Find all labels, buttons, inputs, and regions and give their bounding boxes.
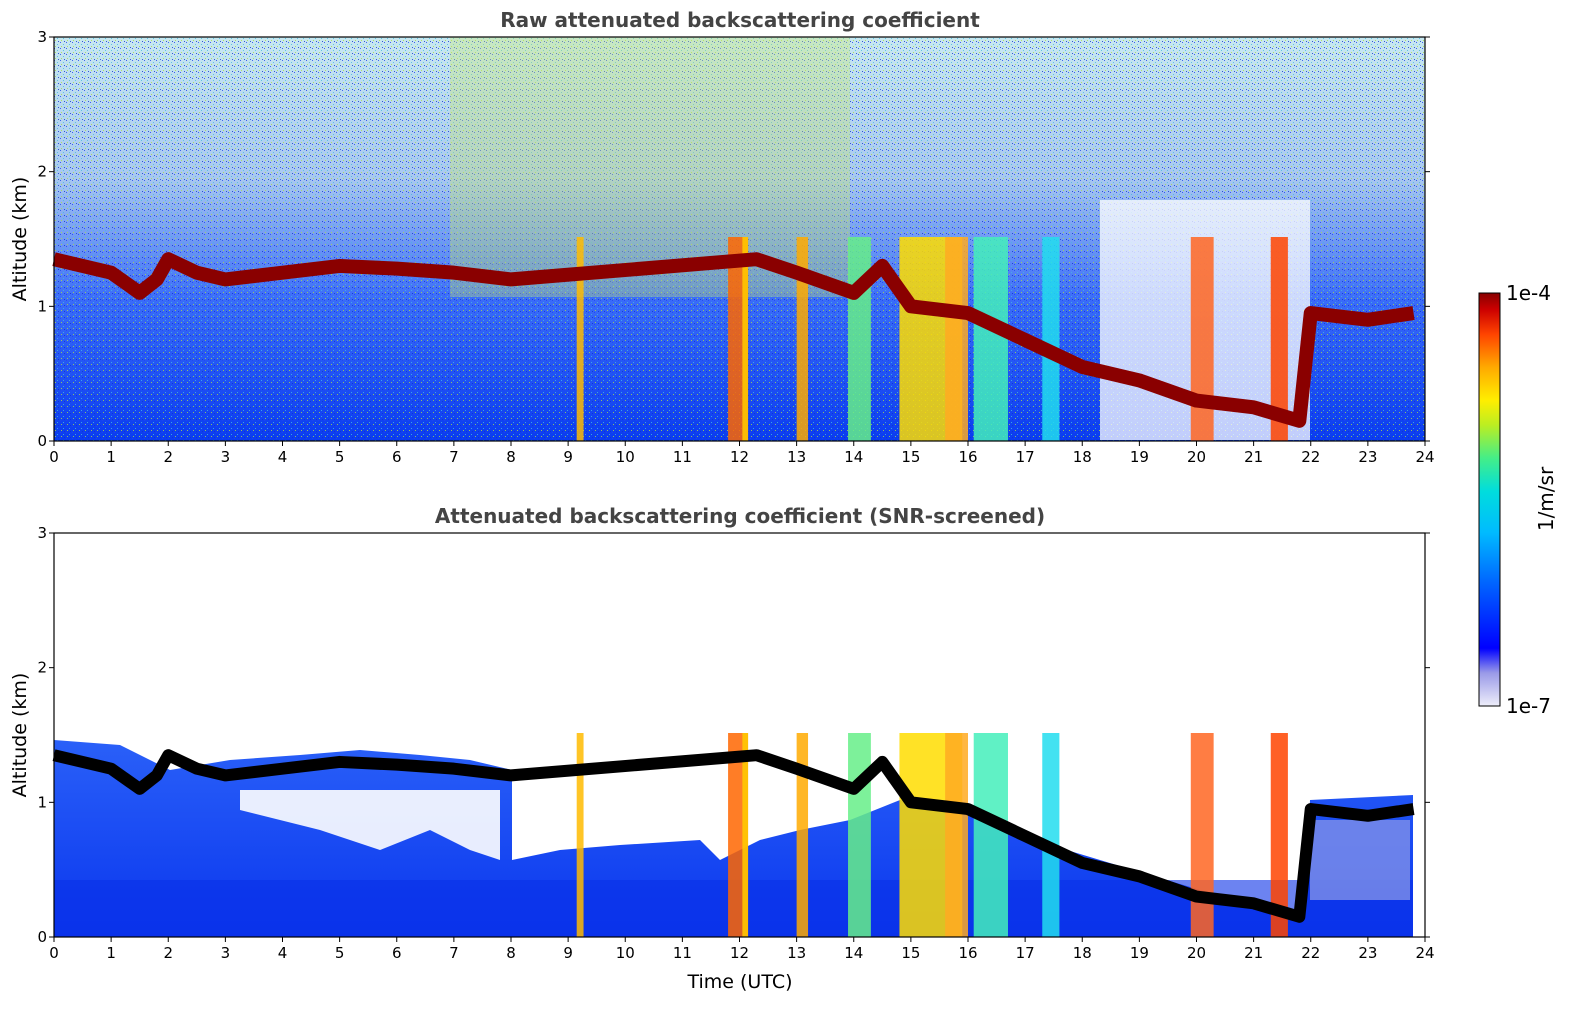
x-tick-label: 8: [506, 448, 516, 466]
y-tick-label: 3: [37, 524, 47, 542]
colorbar-unit-label: 1/m/sr: [1534, 466, 1558, 531]
x-tick-label: 4: [278, 944, 288, 962]
y-tick-label: 0: [37, 432, 47, 450]
cloud-layer: [52, 252, 1415, 428]
x-tick-label: 12: [730, 448, 749, 466]
x-tick-label: 15: [901, 448, 920, 466]
colorbar-max-label: 1e-4: [1506, 281, 1551, 305]
x-tick-label: 14: [844, 448, 863, 466]
cloud-layer: [52, 749, 1415, 923]
x-tick-label: 3: [221, 944, 231, 962]
x-tick-label: 1: [106, 944, 116, 962]
precip-column: [1270, 237, 1288, 441]
y-tick-label: 2: [37, 659, 47, 677]
x-tick-label: 20: [1187, 448, 1206, 466]
panel-raw-ylabel: Altitude (km): [9, 177, 31, 302]
x-tick-label: 8: [506, 944, 516, 962]
y-tick-label: 1: [37, 297, 47, 315]
x-tick-label: 12: [730, 944, 749, 962]
x-tick-label: 16: [958, 944, 977, 962]
x-tick-label: 22: [1301, 944, 1320, 962]
x-tick-label: 5: [335, 944, 345, 962]
x-tick-label: 24: [1415, 944, 1434, 962]
x-tick-label: 16: [958, 448, 977, 466]
precip-column: [848, 733, 871, 937]
panel-screened-y-axis: 0 1 2 3: [37, 524, 1430, 946]
y-tick-label: 3: [37, 28, 47, 46]
x-tick-label: 18: [1073, 448, 1092, 466]
x-tick-label: 1: [106, 448, 116, 466]
panel-raw: Raw attenuated backscattering coefficien…: [9, 8, 1435, 466]
x-tick-label: 23: [1358, 448, 1377, 466]
colorbar: 1e-4 1e-7 1/m/sr: [1478, 281, 1558, 718]
x-tick-label: 6: [392, 944, 402, 962]
x-tick-label: 23: [1358, 944, 1377, 962]
x-tick-label: 11: [673, 448, 692, 466]
precip-column: [742, 237, 749, 441]
panel-raw-title: Raw attenuated backscattering coefficien…: [500, 8, 980, 32]
x-tick-label: 11: [673, 944, 692, 962]
y-tick-label: 2: [37, 163, 47, 181]
panel-screened-title: Attenuated backscattering coefficient (S…: [435, 504, 1045, 528]
colorbar-gradient: [1478, 292, 1501, 707]
precip-column: [973, 733, 1008, 937]
precip-column: [848, 237, 871, 441]
precip-column: [796, 237, 809, 441]
precip-column: [1270, 733, 1288, 937]
x-tick-label: 17: [1016, 944, 1035, 962]
x-tick-label: 9: [563, 448, 573, 466]
x-tick-label: 19: [1130, 944, 1149, 962]
precip-column: [973, 237, 1008, 441]
x-tick-label: 9: [563, 944, 573, 962]
x-tick-label: 0: [49, 448, 59, 466]
y-tick-label: 0: [37, 928, 47, 946]
x-tick-label: 6: [392, 448, 402, 466]
precip-column: [1190, 733, 1214, 937]
x-tick-label: 24: [1415, 448, 1434, 466]
x-tick-label: 2: [163, 448, 173, 466]
precip-column: [1042, 237, 1060, 441]
x-tick-label: 10: [616, 944, 635, 962]
x-tick-label: 5: [335, 448, 345, 466]
precip-column: [945, 237, 968, 441]
x-tick-label: 15: [901, 944, 920, 962]
x-tick-label: 18: [1073, 944, 1092, 962]
panel-screened-x-axis: 0 1 2 3 4 5 6 7 8 9 10 11 12 13 14 15 16 17 18 19 20 21 22 23 24: [49, 937, 1435, 962]
panel-raw-heatmap: [52, 37, 1425, 441]
x-tick-label: 7: [449, 448, 459, 466]
x-tick-label: 3: [221, 448, 231, 466]
x-tick-label: 4: [278, 448, 288, 466]
precip-column: [1190, 237, 1214, 441]
x-tick-label: 10: [616, 448, 635, 466]
x-tick-label: 13: [787, 448, 806, 466]
x-tick-label: 21: [1244, 448, 1263, 466]
x-tick-label: 22: [1301, 448, 1320, 466]
precip-column: [576, 237, 584, 441]
panel-raw-y-axis: 0 1 2 3: [37, 28, 1430, 450]
x-tick-label: 0: [49, 944, 59, 962]
x-tick-label: 17: [1016, 448, 1035, 466]
x-tick-label: 21: [1244, 944, 1263, 962]
y-tick-label: 1: [37, 793, 47, 811]
x-tick-label: 20: [1187, 944, 1206, 962]
panel-raw-x-axis: 0 1 2 3 4 5 6 7 8 9 10 11 12 13 14 15 16 17 18 19 20 21 22 23 24: [49, 441, 1435, 466]
x-tick-label: 14: [844, 944, 863, 962]
x-tick-label: 19: [1130, 448, 1149, 466]
x-tick-label: 13: [787, 944, 806, 962]
precip-column: [742, 733, 749, 937]
panel-screened-ylabel: Altitude (km): [9, 673, 31, 798]
precip-column: [1042, 733, 1060, 937]
panel-screened: Attenuated backscattering coefficient (S…: [9, 504, 1435, 993]
precip-column: [796, 733, 809, 937]
x-tick-label: 7: [449, 944, 459, 962]
panel-screened-xlabel: Time (UTC): [686, 971, 792, 993]
precip-column: [945, 733, 968, 937]
panel-screened-heatmap: [52, 533, 1425, 937]
colorbar-min-label: 1e-7: [1506, 694, 1551, 718]
x-tick-label: 2: [163, 944, 173, 962]
precip-column: [576, 733, 584, 937]
